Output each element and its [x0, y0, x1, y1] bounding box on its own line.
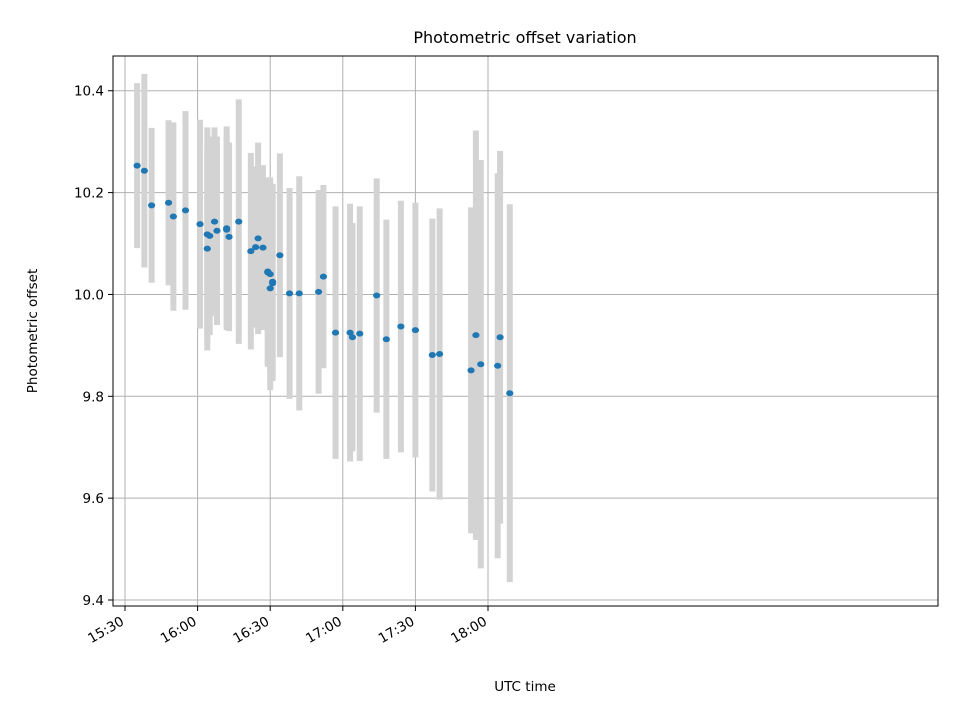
- x-tick-label: 17:30: [376, 614, 418, 647]
- data-point: [203, 245, 211, 252]
- data-point: [266, 271, 274, 278]
- y-tick-label: 10.4: [74, 84, 104, 100]
- data-point: [319, 273, 328, 280]
- x-tick-label: 16:30: [231, 614, 273, 647]
- data-point: [235, 218, 243, 225]
- data-point: [346, 329, 354, 336]
- y-tick-label: 9.4: [83, 593, 104, 609]
- data-point: [213, 227, 221, 234]
- data-point: [295, 290, 303, 297]
- point-layer: [133, 162, 514, 397]
- data-point: [382, 336, 390, 343]
- x-tick-label: 18:00: [448, 614, 490, 647]
- data-point: [276, 252, 284, 259]
- data-point: [247, 248, 255, 255]
- data-point: [331, 329, 340, 336]
- plot-frame: [112, 55, 939, 607]
- data-point: [315, 288, 323, 295]
- data-point: [373, 292, 381, 299]
- data-point: [436, 351, 444, 358]
- data-point: [259, 244, 267, 251]
- data-point: [223, 226, 231, 233]
- data-point: [411, 327, 419, 334]
- y-tick-label: 10.0: [74, 287, 104, 303]
- data-point: [133, 162, 141, 169]
- x-axis-label: UTC time: [494, 679, 556, 695]
- data-point: [348, 334, 357, 341]
- data-point: [285, 290, 294, 297]
- y-tick-label: 10.2: [74, 186, 104, 202]
- data-point: [397, 323, 405, 330]
- data-point: [196, 221, 204, 228]
- data-point: [477, 361, 485, 368]
- data-point: [269, 280, 277, 287]
- data-point: [428, 352, 436, 359]
- y-axis-label: Photometric offset: [25, 269, 41, 393]
- data-point: [225, 233, 233, 240]
- errorbar-layer: [134, 73, 513, 583]
- data-point: [266, 285, 274, 292]
- data-point: [252, 244, 260, 251]
- data-point: [506, 390, 514, 397]
- data-point: [181, 207, 190, 214]
- y-tick-label: 9.6: [83, 491, 104, 507]
- x-tick-label: 17:00: [303, 614, 345, 647]
- data-point: [169, 213, 177, 220]
- data-point: [210, 218, 219, 225]
- data-point: [140, 167, 148, 174]
- data-point: [254, 235, 262, 242]
- y-tick-label: 9.8: [83, 389, 104, 405]
- data-point: [472, 332, 480, 339]
- data-point: [356, 330, 364, 337]
- x-tick-label: 15:30: [85, 614, 127, 647]
- data-point: [496, 334, 504, 341]
- data-point: [206, 232, 214, 239]
- data-point: [164, 199, 173, 206]
- chart-title: Photometric offset variation: [413, 28, 636, 47]
- data-point: [467, 367, 475, 374]
- x-tick-label: 16:00: [158, 614, 200, 647]
- data-point: [494, 362, 502, 369]
- data-point: [148, 202, 156, 209]
